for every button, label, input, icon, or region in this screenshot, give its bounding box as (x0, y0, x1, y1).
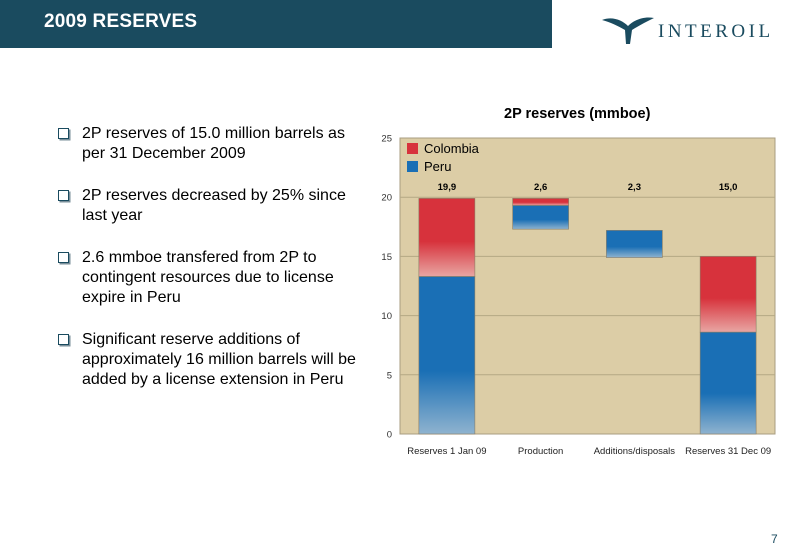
bullet-item: 2P reserves decreased by 25% since last … (58, 186, 358, 226)
legend-label-peru: Peru (424, 159, 451, 174)
bar-colombia (699, 256, 757, 333)
x-tick-label: Reserves 1 Jan 09 (407, 446, 486, 457)
data-label: 2,6 (534, 182, 547, 193)
bar-peru (699, 331, 757, 435)
bullet-text: 2P reserves decreased by 25% since last … (82, 187, 346, 224)
legend-swatch-peru (407, 161, 418, 172)
legend-label-colombia: Colombia (424, 141, 480, 156)
data-label: 2,3 (628, 182, 641, 193)
bullet-text: 2P reserves of 15.0 million barrels as p… (82, 125, 345, 162)
legend-swatch-colombia (407, 143, 418, 154)
whale-tail-icon (602, 17, 654, 44)
page-number: 7 (771, 532, 778, 546)
x-tick-label: Additions/disposals (594, 446, 676, 457)
page-title: 2009 RESERVES (44, 11, 198, 32)
bullet-text: 2.6 mmboe transfered from 2P to continge… (82, 249, 334, 306)
y-tick-label: 5 (387, 370, 392, 381)
logo-text: INTEROIL (658, 21, 774, 42)
bar-colombia (512, 198, 569, 206)
y-tick-label: 0 (387, 430, 392, 441)
bullet-box-icon (58, 334, 69, 345)
bullet-box-icon (58, 128, 69, 139)
data-label: 15,0 (719, 182, 738, 193)
bullet-text: Significant reserve additions of approxi… (82, 331, 356, 388)
bullet-item: Significant reserve additions of approxi… (58, 330, 358, 390)
chart-title: 2P reserves (mmboe) (504, 106, 651, 122)
bullet-item: 2.6 mmboe transfered from 2P to continge… (58, 248, 358, 308)
data-label: 19,9 (438, 182, 457, 193)
bar-peru (606, 230, 663, 258)
y-tick-label: 20 (381, 193, 392, 204)
bullet-box-icon (58, 252, 69, 263)
x-tick-label: Production (518, 446, 563, 457)
bullet-item: 2P reserves of 15.0 million barrels as p… (58, 124, 358, 164)
interoil-logo: INTEROIL (600, 12, 790, 46)
y-tick-label: 25 (381, 134, 392, 145)
bullet-list: 2P reserves of 15.0 million barrels as p… (58, 124, 358, 390)
reserves-chart: 0 5 10 15 20 25 19,9 2,6 2,3 15,0 Reserves 1 Jan… (381, 134, 776, 457)
title-bar: 2009 RESERVES (0, 0, 552, 48)
bullet-box-icon (58, 190, 69, 201)
y-tick-label: 10 (381, 311, 392, 322)
bar-colombia (418, 198, 476, 277)
y-tick-label: 15 (381, 252, 392, 263)
bar-peru (418, 276, 476, 435)
x-tick-label: Reserves 31 Dec 09 (685, 446, 771, 457)
bar-peru (512, 205, 569, 230)
